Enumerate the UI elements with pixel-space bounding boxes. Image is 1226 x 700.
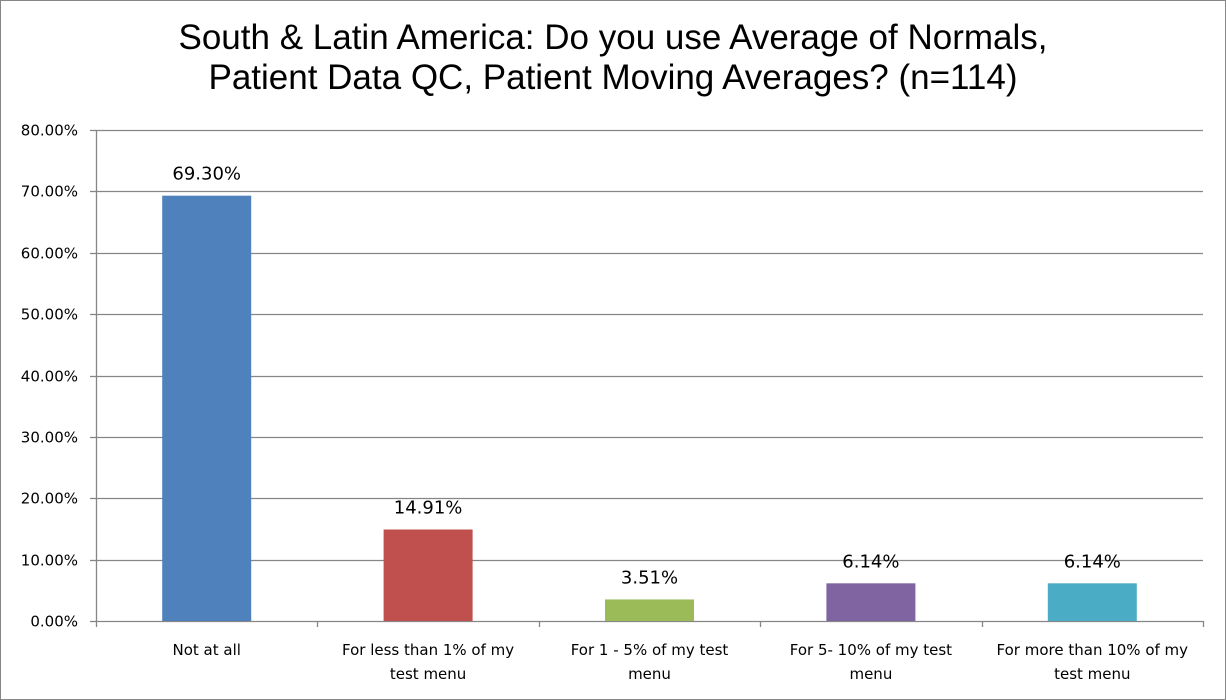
chart-title: South & Latin America: Do you use Averag…: [0, 18, 1226, 98]
y-tick-label: 70.00%: [21, 183, 78, 201]
chart-title-line-1: South & Latin America: Do you use Averag…: [178, 18, 1048, 57]
data-label: 69.30%: [172, 164, 241, 185]
y-tick-label: 40.00%: [21, 368, 78, 386]
y-tick-label: 50.00%: [21, 306, 78, 324]
chart-title-line-2: Patient Data QC, Patient Moving Averages…: [208, 58, 1018, 97]
x-tick-label: test menu: [390, 665, 466, 683]
data-label: 6.14%: [842, 551, 899, 572]
x-tick-label: test menu: [1054, 665, 1130, 683]
y-tick-label: 30.00%: [21, 429, 78, 447]
x-tick-label: For 1 - 5% of my test: [571, 641, 729, 659]
x-tick-label: menu: [628, 665, 671, 683]
bar: [162, 195, 252, 621]
x-tick-label: For less than 1% of my: [342, 641, 514, 659]
data-label: 6.14%: [1064, 551, 1121, 572]
bar: [605, 599, 694, 621]
x-tick-label: For more than 10% of my: [997, 641, 1189, 659]
data-label: 3.51%: [621, 567, 678, 588]
bar: [826, 583, 916, 621]
y-tick-label: 60.00%: [21, 245, 78, 263]
y-tick-label: 80.00%: [21, 122, 78, 140]
bar: [383, 529, 473, 621]
x-tick-label: Not at all: [172, 641, 240, 659]
data-label: 14.91%: [394, 497, 463, 518]
bar: [1047, 583, 1137, 621]
x-tick-label: For 5- 10% of my test: [790, 641, 952, 659]
y-tick-label: 0.00%: [30, 613, 78, 631]
y-tick-label: 10.00%: [21, 552, 78, 570]
x-tick-label: menu: [849, 665, 892, 683]
y-tick-label: 20.00%: [21, 490, 78, 508]
